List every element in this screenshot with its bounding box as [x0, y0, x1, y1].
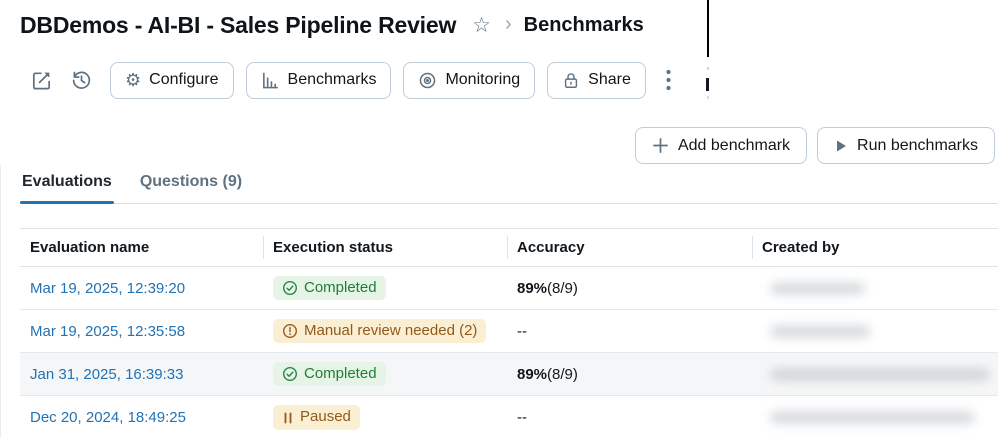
table-row[interactable]: Mar 19, 2025, 12:35:58 Manual review need…: [20, 310, 998, 353]
accuracy-fraction: (8/9): [547, 365, 578, 383]
status-badge-label: Paused: [300, 408, 351, 426]
breadcrumb-separator-icon: ›: [504, 13, 512, 35]
accuracy-fraction: (8/9): [547, 279, 578, 297]
created-by-cell: [752, 367, 998, 381]
monitoring-target-icon: [418, 71, 437, 90]
evaluation-name-cell: Mar 19, 2025, 12:35:58: [20, 323, 263, 340]
benchmarks-button-label: Benchmarks: [287, 71, 377, 88]
tab-evaluations[interactable]: Evaluations: [20, 171, 114, 204]
monitoring-button[interactable]: Monitoring: [403, 61, 536, 99]
redacted-username: [770, 411, 975, 424]
lock-icon: [562, 71, 580, 90]
status-badge: Paused: [273, 405, 360, 430]
column-header-accuracy[interactable]: Accuracy: [507, 229, 752, 266]
evaluation-link[interactable]: Jan 31, 2025, 16:39:33: [30, 365, 184, 383]
monitoring-button-label: Monitoring: [445, 71, 521, 88]
add-benchmark-button[interactable]: Add benchmark: [634, 127, 808, 164]
status-badge-label: Completed: [304, 278, 377, 296]
evaluation-name-cell: Mar 19, 2025, 12:39:20: [20, 280, 263, 297]
accuracy-empty: --: [517, 322, 527, 340]
evaluation-link[interactable]: Dec 20, 2024, 18:49:25: [30, 409, 186, 426]
plus-icon: [652, 137, 669, 154]
share-button-label: Share: [588, 71, 631, 88]
created-by-cell: [752, 411, 998, 424]
evaluation-link[interactable]: Mar 19, 2025, 12:39:20: [30, 279, 186, 297]
accuracy-percentage: 89%: [517, 365, 548, 383]
status-badge-label: Completed: [304, 364, 377, 382]
accuracy-cell: --: [507, 409, 752, 426]
benchmarks-button[interactable]: Benchmarks: [245, 61, 392, 99]
gear-icon: ⚙: [125, 70, 142, 90]
table-header-row: Evaluation name Execution status Accurac…: [20, 229, 998, 267]
table-row[interactable]: Jan 31, 2025, 16:39:33 Completed 89% (8/9): [20, 353, 998, 396]
table-row[interactable]: Mar 19, 2025, 12:39:20 Completed 89% (8/9): [20, 267, 998, 310]
screenshot-artifact-line: [707, 0, 709, 57]
accuracy-percentage: 89%: [517, 279, 548, 297]
status-badge-label: Manual review needed (2): [304, 321, 478, 339]
evaluations-table: Evaluation name Execution status Accurac…: [20, 228, 998, 438]
check-circle-icon: [282, 280, 298, 296]
created-by-cell: [752, 281, 998, 295]
version-history-icon[interactable]: [68, 67, 94, 93]
toolbar: ⚙ Configure Benchmarks: [28, 61, 680, 99]
page-edge-line: [0, 165, 1, 438]
accuracy-cell: 89% (8/9): [507, 280, 752, 297]
action-bar: Add benchmark Run benchmarks: [634, 127, 995, 164]
redacted-username: [770, 324, 870, 338]
pause-icon: [282, 411, 294, 425]
evaluation-link[interactable]: Mar 19, 2025, 12:35:58: [30, 322, 186, 340]
kebab-menu-icon[interactable]: [658, 67, 680, 93]
edit-icon[interactable]: [28, 67, 54, 93]
configure-button[interactable]: ⚙ Configure: [110, 61, 234, 99]
status-badge: Manual review needed (2): [273, 318, 487, 344]
accuracy-cell: --: [507, 323, 752, 340]
screenshot-artifact-dot: [707, 96, 709, 99]
status-badge: Completed: [273, 361, 386, 387]
evaluation-name-cell: Jan 31, 2025, 16:39:33: [20, 366, 263, 383]
favorite-star-icon[interactable]: ☆: [472, 14, 491, 37]
run-benchmarks-label: Run benchmarks: [857, 136, 978, 154]
table-body: Mar 19, 2025, 12:39:20 Completed 89% (8/9)…: [20, 267, 998, 438]
execution-status-cell: Completed: [263, 361, 507, 387]
page-title: DBDemos - AI-BI - Sales Pipeline Review: [20, 12, 457, 38]
status-badge: Completed: [273, 275, 386, 301]
screenshot-artifact-line: [706, 78, 709, 91]
column-header-execution-status[interactable]: Execution status: [263, 229, 507, 266]
add-benchmark-label: Add benchmark: [677, 136, 791, 154]
evaluation-name-cell: Dec 20, 2024, 18:49:25: [20, 409, 263, 426]
redacted-username: [770, 367, 990, 381]
table-row[interactable]: Dec 20, 2024, 18:49:25 Paused --: [20, 396, 998, 438]
accuracy-empty: --: [517, 409, 527, 426]
redacted-username: [770, 281, 865, 295]
created-by-cell: [752, 324, 998, 338]
screenshot-artifact-dot: [707, 67, 709, 70]
tab-questions[interactable]: Questions (9): [139, 173, 243, 190]
configure-button-label: Configure: [149, 71, 219, 88]
bar-chart-icon: [261, 71, 280, 90]
run-benchmarks-button[interactable]: Run benchmarks: [817, 127, 995, 164]
play-icon: [834, 139, 848, 153]
share-button[interactable]: Share: [547, 61, 646, 99]
alert-circle-icon: [282, 323, 298, 339]
execution-status-cell: Manual review needed (2): [263, 318, 507, 344]
tab-bar: Evaluations Questions (9): [20, 171, 998, 204]
check-circle-icon: [282, 366, 298, 382]
breadcrumb-current: Benchmarks: [523, 14, 644, 36]
column-header-created-by[interactable]: Created by: [752, 229, 998, 266]
execution-status-cell: Paused: [263, 405, 507, 430]
accuracy-cell: 89% (8/9): [507, 366, 752, 383]
title-row: DBDemos - AI-BI - Sales Pipeline Review …: [20, 12, 644, 39]
column-header-evaluation-name[interactable]: Evaluation name: [30, 239, 150, 256]
execution-status-cell: Completed: [263, 275, 507, 301]
